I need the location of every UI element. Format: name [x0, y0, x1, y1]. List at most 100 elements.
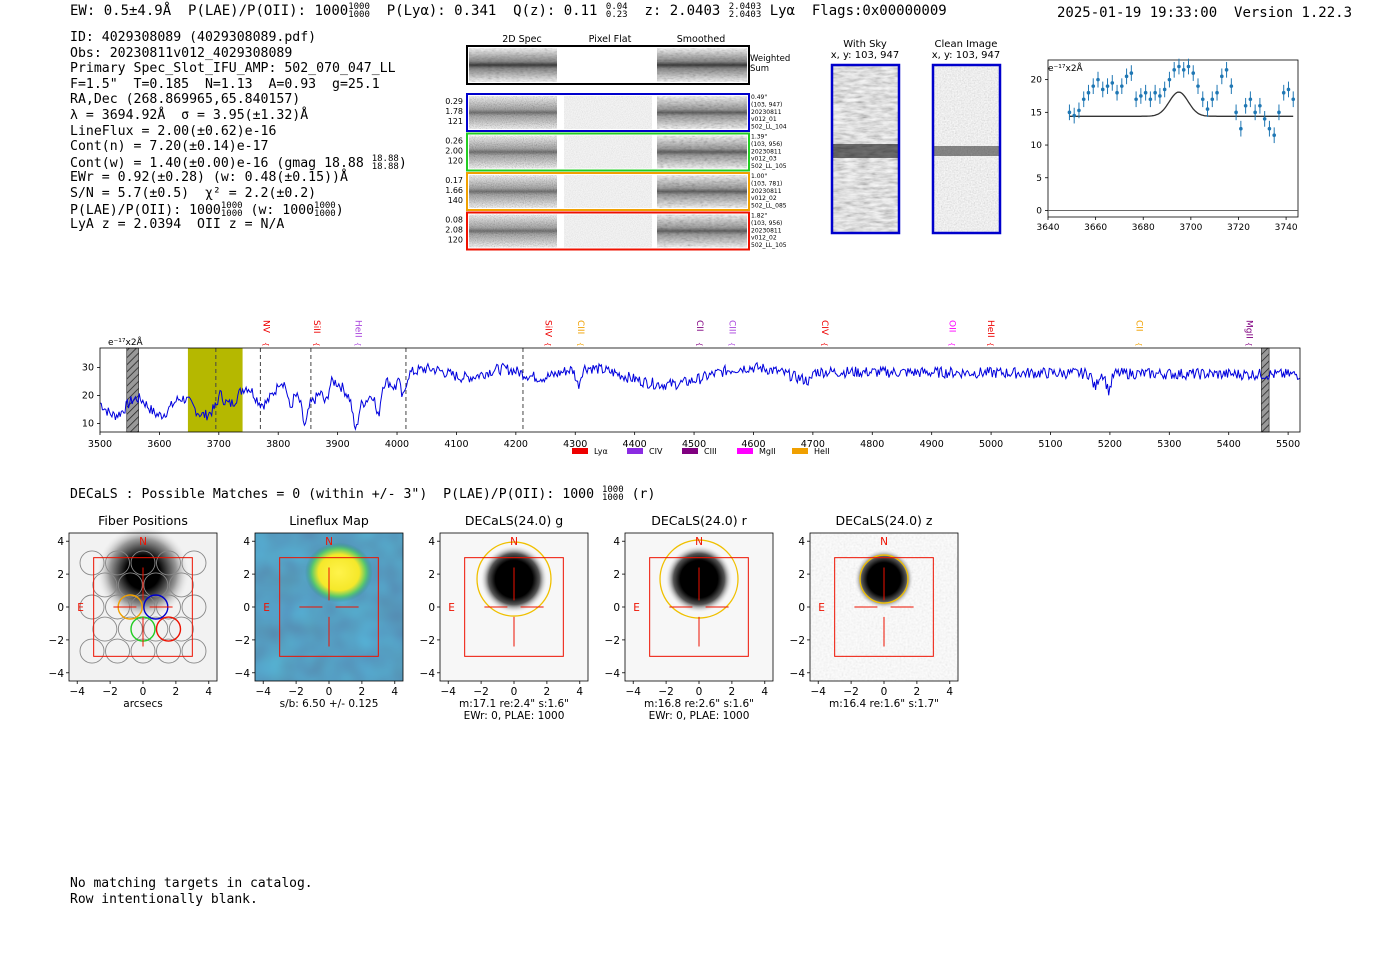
- full-x-tick-label: 3600: [147, 439, 171, 450]
- search-box: [649, 557, 749, 657]
- thumbnail-x-tick: 4: [761, 686, 768, 698]
- info-lambda: λ = 3694.92Å σ = 3.95(±1.32)Å: [70, 107, 309, 123]
- cutout-row-meta: 20230811: [751, 148, 782, 155]
- emission-line-label: HeII: [985, 320, 995, 338]
- zoom-data-point: [1258, 97, 1262, 114]
- cutout-row-meta: 20230811: [751, 109, 782, 116]
- fiber-circle: [143, 616, 169, 642]
- emission-line-label: CIV: [819, 320, 829, 336]
- emission-line-bracket: {: [312, 342, 320, 346]
- full-x-tick-label: 4400: [623, 439, 647, 450]
- highlight-fiber: [155, 616, 182, 642]
- zoom-x-tick-label: 3740: [1275, 223, 1298, 233]
- full-unit-label: e⁻¹⁷x2Å: [108, 336, 144, 348]
- emission-line-bracket: {: [353, 342, 361, 346]
- zoom-data-point: [1191, 65, 1196, 81]
- thumbnail-x-tick: 4: [391, 686, 398, 698]
- thumbnail-x-tick: −4: [440, 686, 456, 698]
- info-contn: Cont(n) = 7.20(±0.14)e-17: [70, 139, 269, 155]
- zoom-model-line: [1069, 91, 1294, 117]
- zoom-data-point: [1115, 84, 1119, 101]
- cutout-row-meta: 1.39": [751, 134, 767, 141]
- thumbnail-x-tick: 0: [696, 686, 703, 698]
- thumbnail-y-tick: 0: [428, 602, 435, 614]
- thumbnail-y-tick: 0: [243, 602, 250, 614]
- full-x-tick-label: 5500: [1276, 439, 1300, 450]
- cutout-col-title: 2D Spec: [502, 34, 542, 45]
- cutout-row-meta: 20230811: [751, 227, 782, 234]
- zoom-x-tick-label: 3640: [1037, 223, 1060, 233]
- zoom-x-tick-label: 3680: [1132, 223, 1155, 233]
- zoom-data-point: [1181, 61, 1186, 78]
- east-marker: E: [263, 602, 270, 614]
- fiber-circle: [117, 616, 143, 642]
- footer-line-2: Row intentionally blank.: [70, 891, 258, 907]
- legend-label: CIV: [649, 447, 663, 456]
- fiber-circle: [143, 572, 169, 598]
- zoom-data-point: [1224, 61, 1229, 78]
- thumbnail-y-tick: −4: [420, 668, 436, 680]
- thumbnail-y-tick: 4: [57, 536, 64, 548]
- north-marker: N: [695, 536, 703, 548]
- fiber-circle: [79, 594, 105, 620]
- zoom-data-point: [1124, 68, 1129, 85]
- zoom-y-tick-label: 5: [1036, 174, 1042, 184]
- emission-line-bracket: {: [948, 342, 956, 346]
- thumbnail-caption: m:16.8 re:2.6" s:1.6": [644, 698, 754, 710]
- emission-line-label: SiII: [311, 320, 321, 334]
- thumbnail-y-tick: −2: [235, 635, 250, 647]
- thumbnail-y-tick: 4: [243, 536, 250, 548]
- thumbnail-x-tick: 4: [946, 686, 953, 698]
- cutout-row-meta: 502_LL_105: [751, 163, 787, 170]
- cutout-pixel-flat: [564, 214, 652, 248]
- emission-line-label: CIII: [727, 320, 737, 334]
- fiber-circle: [105, 638, 130, 664]
- cutout-pixel-flat: [564, 96, 652, 129]
- cutout-row-value: 0.29: [445, 97, 463, 106]
- zoom-data-point: [1110, 75, 1115, 91]
- cutout-row-frame: [466, 172, 750, 211]
- east-marker: E: [633, 602, 640, 614]
- zoom-data-point: [1220, 68, 1224, 85]
- cutout-pixel-flat: [564, 135, 652, 169]
- cutout-row-value: 0.17: [445, 176, 463, 185]
- zoom-data-point: [1205, 101, 1210, 117]
- thumbnail-y-tick: −2: [420, 635, 435, 647]
- fiber-circle: [92, 572, 118, 598]
- cutout-col-title: Pixel Flat: [589, 34, 632, 45]
- full-x-tick-label: 3500: [88, 439, 112, 450]
- east-marker: E: [818, 602, 825, 614]
- thumbnail-x-tick: −2: [102, 686, 117, 698]
- cutout-row-meta: 502_LL_085: [751, 203, 787, 210]
- legend-entry: MgII: [737, 447, 776, 456]
- emission-line-bracket: {: [695, 342, 703, 346]
- zoom-y-tick-label: 10: [1031, 141, 1043, 151]
- thumbnail-caption: m:17.1 re:2.4" s:1.6": [459, 698, 569, 710]
- zoom-data-point: [1281, 84, 1286, 101]
- thumbnail-y-tick: 0: [613, 602, 620, 614]
- zoom-data-point: [1158, 88, 1162, 104]
- full-x-tick-label: 4800: [860, 439, 884, 450]
- info-lineflux: LineFlux = 2.00(±0.62)e-16: [70, 123, 277, 139]
- zoom-data-point: [1081, 91, 1086, 108]
- zoom-data-point: [1162, 81, 1167, 98]
- legend-entry: HeII: [792, 447, 830, 456]
- emission-line-bracket: {: [576, 342, 584, 346]
- zoom-x-tick-label: 3660: [1084, 223, 1107, 233]
- thumbnail-y-tick: −4: [790, 668, 806, 680]
- zoom-x-tick-label: 3700: [1179, 223, 1202, 233]
- clean-image-title: Clean Image: [935, 39, 998, 50]
- fiber-circle: [117, 572, 143, 598]
- cutout-col-title: Smoothed: [677, 34, 726, 45]
- info-radec: RA,Dec (268.869965,65.840157): [70, 92, 301, 108]
- thumbnail-panel: DECaLS(24.0) z N E −4 −4 −2 −2 0 0 2 2 4 4 m:16.4 re:…: [790, 513, 959, 710]
- thumbnail-y-tick: −2: [605, 635, 620, 647]
- cutout-row-meta: 502_LL_104: [751, 124, 787, 131]
- cutout-row-frame: [466, 93, 750, 132]
- thumbnail-x-tick: −4: [810, 686, 826, 698]
- detection-info: ID: 4029308089 (4029308089.pdf) Obs: 202…: [70, 30, 407, 233]
- thumbnail-y-tick: 2: [57, 569, 64, 581]
- cutout-row-frame: [466, 132, 750, 172]
- header-summary: EW: 0.5±4.9Å P(LAE)/P(OII): 10001000 1000…: [70, 2, 947, 20]
